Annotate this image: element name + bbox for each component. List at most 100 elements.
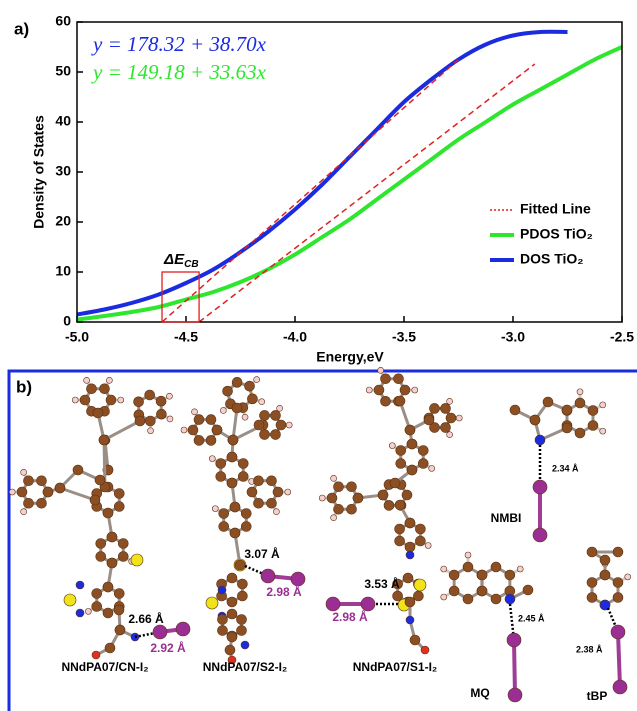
delta-label: ΔECB	[163, 251, 199, 270]
atom	[217, 614, 228, 625]
atom	[462, 561, 474, 573]
atom	[272, 486, 284, 498]
atom	[446, 398, 453, 405]
atom	[244, 380, 255, 392]
atom	[561, 422, 573, 434]
atom	[246, 486, 258, 498]
atom	[102, 607, 114, 619]
atom	[365, 386, 373, 394]
equation: y = 178.32 + 38.70x	[91, 32, 267, 56]
atom	[241, 413, 249, 421]
panel-label: b)	[16, 377, 32, 396]
atom	[191, 408, 198, 416]
distance-label: 3.07 Å	[244, 546, 280, 561]
distance-label: 2.98 Å	[266, 584, 302, 599]
x-tick-label: -4.5	[174, 329, 198, 345]
atom	[346, 503, 357, 515]
atom	[401, 489, 413, 501]
atom	[240, 640, 250, 650]
atom	[84, 608, 92, 615]
atom	[440, 422, 451, 433]
y-tick-label: 0	[63, 313, 71, 329]
atom	[377, 366, 384, 374]
atom	[273, 508, 280, 516]
atom	[413, 590, 424, 602]
atom	[253, 419, 265, 431]
atom	[411, 386, 419, 394]
atom	[476, 585, 488, 597]
atom	[404, 541, 416, 553]
atom	[145, 415, 156, 427]
atom	[247, 393, 258, 405]
structure-name: MQ	[470, 686, 489, 700]
atom	[429, 422, 440, 433]
x-tick-label: -2.5	[610, 329, 634, 345]
atom	[205, 435, 217, 446]
atom	[445, 412, 457, 424]
atom	[393, 373, 404, 385]
atom	[36, 475, 47, 487]
atom	[83, 376, 90, 384]
atom	[226, 572, 238, 584]
atom	[285, 421, 293, 429]
atom	[91, 601, 103, 612]
legend-label: Fitted Line	[520, 201, 591, 217]
distance-label: 3.53 Å	[364, 576, 400, 591]
atom	[155, 395, 167, 407]
atom	[476, 569, 488, 581]
atom	[377, 489, 389, 501]
distance-label: 2.45 Å	[518, 613, 545, 623]
atom	[106, 376, 113, 384]
atom	[259, 410, 270, 421]
atom	[610, 624, 626, 640]
atom	[413, 578, 427, 592]
bond	[103, 419, 141, 442]
atom	[8, 488, 16, 496]
atom	[86, 383, 97, 395]
atom	[394, 395, 406, 407]
distance-label: 2.38 Å	[576, 644, 603, 654]
delta-text: ΔE	[163, 251, 185, 268]
atom	[106, 531, 118, 543]
atom	[113, 488, 125, 499]
atom	[599, 599, 611, 611]
atom	[394, 523, 405, 535]
atom	[227, 655, 237, 665]
atom	[448, 585, 460, 597]
atom	[240, 508, 252, 519]
atom	[405, 550, 415, 560]
y-tick-label: 20	[55, 213, 71, 229]
atom	[215, 471, 227, 482]
atom	[490, 593, 502, 605]
atom	[599, 401, 607, 409]
atom	[490, 561, 502, 573]
atom	[106, 557, 118, 569]
atom	[180, 426, 188, 434]
atom	[395, 458, 407, 469]
atom	[529, 414, 541, 426]
series-line	[77, 45, 622, 322]
delta-subscript: CB	[184, 259, 198, 270]
atom	[383, 500, 395, 511]
atom	[144, 389, 155, 401]
atom	[226, 596, 238, 608]
equation: y = 149.18 + 33.63x	[91, 60, 267, 84]
atom	[440, 565, 448, 573]
atom	[229, 501, 241, 513]
x-tick-label: -5.0	[65, 329, 89, 345]
atom	[113, 501, 125, 512]
atom	[574, 397, 586, 409]
atom	[440, 403, 451, 414]
atom	[113, 604, 125, 616]
atom	[222, 385, 233, 397]
atom	[211, 505, 219, 512]
atom	[402, 572, 414, 584]
atom	[36, 497, 47, 509]
atom	[423, 414, 435, 426]
atom	[234, 559, 246, 571]
atom	[258, 398, 266, 406]
molecules	[8, 366, 632, 703]
atom	[193, 414, 205, 425]
atom	[330, 514, 337, 522]
atom	[462, 593, 474, 605]
